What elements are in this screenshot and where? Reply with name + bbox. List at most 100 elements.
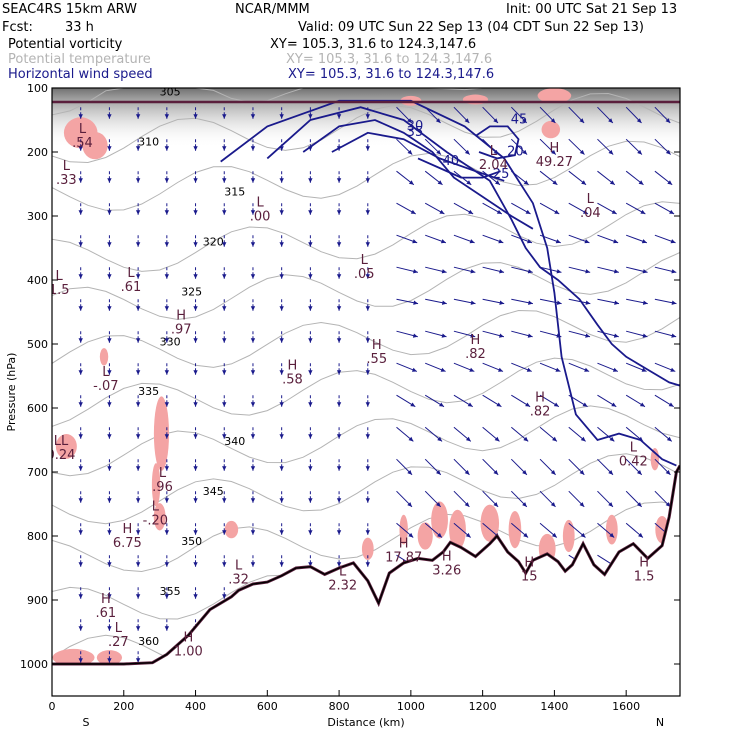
wind-vector-head (107, 498, 112, 503)
pv-extremum-type: H (183, 631, 193, 646)
x-tick-label: 800 (329, 700, 350, 713)
wind-vector-head (193, 434, 198, 439)
pv-extremum-type: H (288, 359, 298, 374)
theta-label: 340 (224, 435, 245, 448)
wind-vector-head (78, 402, 83, 407)
wind-vector-head (671, 269, 677, 274)
wind-vector-head (365, 530, 370, 535)
wind-vector-head (107, 242, 112, 247)
theta-label: 325 (181, 285, 202, 298)
wind-vector-head (107, 210, 112, 215)
y-tick-label: 700 (27, 466, 48, 479)
pv-extremum-type: L (127, 266, 135, 281)
wind-vector-head (193, 338, 198, 343)
wind-vector-head (135, 146, 141, 151)
wind-vector-head (608, 118, 613, 123)
pv-extremum-type: L (587, 192, 595, 207)
wind-vector-head (250, 178, 256, 183)
pv-extremum-type: L (361, 253, 369, 268)
wind-vector-head (135, 594, 141, 599)
plot-frame (51, 87, 681, 697)
wind-vector-head (470, 269, 476, 274)
wind-vector-head (135, 370, 141, 375)
field-name-theta: Potential temperature (8, 52, 151, 67)
pv-extremum-type: H (550, 141, 560, 156)
wind-vector-head (493, 470, 499, 475)
wind-vector-head (639, 402, 645, 407)
wind-vector-head (437, 532, 442, 538)
y-tick-label: 200 (27, 146, 48, 159)
wind-vector-head (585, 333, 591, 338)
pv-extremum-value: .33 (56, 173, 77, 188)
wind-vector-head (493, 118, 498, 123)
wind-vector-head (164, 178, 170, 183)
wind-vector-head (135, 498, 141, 503)
pv-extremum-type: L (490, 144, 498, 159)
axes: 100 200 300 400 500 600 700 800 900 1000 0 200 400 60… (5, 82, 680, 729)
wind-vector-head (636, 502, 642, 507)
pv-region (82, 131, 108, 160)
wind-vector-head (527, 333, 533, 338)
wind-vector-head (410, 209, 416, 214)
pv-extremum-value: 2.04 (479, 158, 508, 173)
pv-region (55, 434, 77, 459)
wind-vector-head (556, 300, 562, 305)
wind-vector-head (365, 210, 370, 215)
pv-region (541, 120, 561, 139)
x-tick-label: 1600 (612, 700, 640, 713)
wind-vector-head (279, 562, 284, 567)
theta-label: 345 (203, 485, 224, 498)
wind-vector-head (164, 498, 170, 503)
wind-vector-head (308, 338, 313, 343)
wind-vector-head (279, 242, 284, 247)
wind-vector-head (667, 180, 673, 185)
wind-vector-head (250, 562, 256, 567)
pv-region (431, 501, 448, 539)
pv-extremum-value: .82 (530, 405, 551, 420)
wind-speed-contour (266, 106, 680, 387)
wind-vector-head (411, 367, 417, 372)
wind-vector-head (308, 498, 313, 503)
wind-vector-head (279, 370, 284, 375)
wind-vector-head (527, 269, 533, 274)
wind-vector-head (666, 436, 672, 442)
wind-vector-head (437, 180, 443, 185)
wind-vector-head (579, 470, 585, 475)
wind-vector-head (365, 434, 370, 439)
wind-vector-head (496, 209, 502, 214)
wind-vector-head (164, 530, 170, 535)
wind-vector-head (336, 114, 342, 119)
wind-speed-contour (302, 119, 534, 230)
wind-vector-head (582, 209, 588, 214)
wind-vector-head (552, 436, 557, 442)
wind-vector-head (308, 178, 313, 183)
theta-label: 305 (160, 86, 181, 99)
wind-vector-head (441, 269, 447, 274)
wind-vector-head (365, 498, 370, 503)
wind-vector-head (464, 502, 470, 507)
wind-vector-head (222, 562, 227, 567)
pv-extremum-type: H (471, 333, 481, 348)
wind-vector-head (408, 180, 414, 185)
pv-region (99, 348, 109, 366)
theta-contour (52, 309, 680, 368)
pv-extremum-value: .58 (282, 373, 303, 388)
wind-vector-head (613, 333, 619, 338)
wind-vector-head (279, 306, 284, 311)
wind-vector-head (608, 470, 613, 475)
wind-vector-head (279, 146, 284, 151)
wind-vector-head (78, 210, 83, 215)
wind-vector-head (250, 274, 256, 279)
wind-vector-head (336, 242, 342, 247)
wind-vector-head (336, 306, 342, 311)
wind-vector-head (107, 658, 112, 663)
wind-vector-head (365, 562, 370, 567)
wind-vector-head (193, 274, 198, 279)
x-tick-label: 600 (257, 700, 278, 713)
wind-vector-head (107, 626, 112, 631)
theta-contour (52, 357, 680, 427)
wind-vector-head (135, 402, 141, 407)
wind-vector-head (250, 466, 256, 471)
wind-vector-head (365, 466, 370, 471)
wind-vector-head (365, 114, 370, 119)
